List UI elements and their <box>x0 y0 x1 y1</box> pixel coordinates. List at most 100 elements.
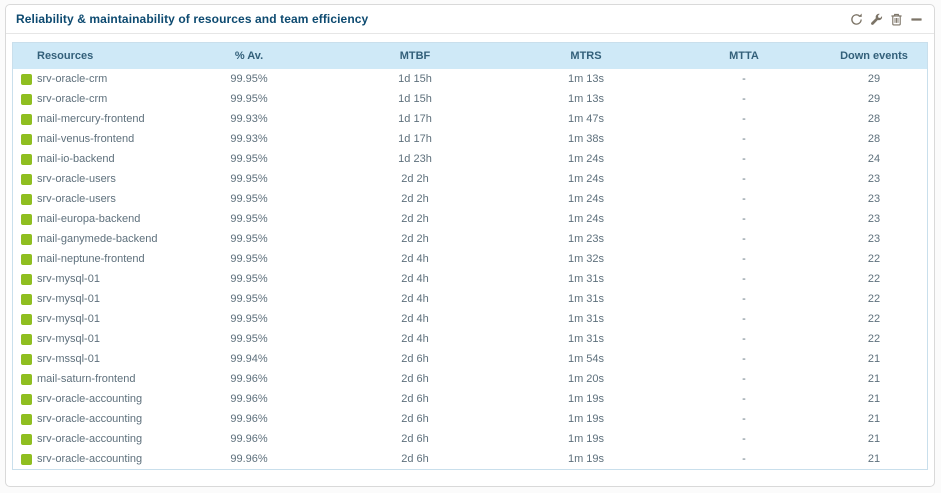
down-events-cell: 21 <box>867 453 881 465</box>
down-events-cell: 22 <box>867 313 881 325</box>
mtrs-cell: 1m 20s <box>567 373 605 385</box>
table-row[interactable]: srv-oracle-users 99.95% 2d 2h 1m 24s - 2… <box>13 169 927 189</box>
resource-name: srv-mysql-01 <box>37 333 100 345</box>
resource-cell: srv-oracle-accounting <box>13 413 173 425</box>
resource-cell: mail-europa-backend <box>13 213 173 225</box>
status-up-icon <box>21 353 32 365</box>
resource-cell: srv-mysql-01 <box>13 293 173 305</box>
table-row[interactable]: mail-neptune-frontend 99.95% 2d 4h 1m 32… <box>13 249 927 269</box>
mtrs-cell: 1m 24s <box>567 193 605 205</box>
availability-cell: 99.95% <box>230 193 268 205</box>
mtrs-cell: 1m 31s <box>567 293 605 305</box>
status-up-icon <box>21 133 32 145</box>
mtrs-cell: 1m 31s <box>567 273 605 285</box>
mtrs-cell: 1m 24s <box>567 213 605 225</box>
resource-name: mail-venus-frontend <box>37 133 135 145</box>
mtrs-cell: 1m 31s <box>567 313 605 325</box>
status-up-icon <box>21 433 32 445</box>
status-up-icon <box>21 153 32 165</box>
mtrs-cell: 1m 19s <box>567 453 605 465</box>
mtta-cell: - <box>742 413 746 425</box>
mtta-cell: - <box>742 133 746 145</box>
resource-cell: mail-mercury-frontend <box>13 113 173 125</box>
table-row[interactable]: srv-mysql-01 99.95% 2d 4h 1m 31s - 22 <box>13 309 927 329</box>
resource-cell: mail-saturn-frontend <box>13 373 173 385</box>
down-events-cell: 28 <box>867 133 881 145</box>
down-events-cell: 23 <box>867 173 881 185</box>
table-row[interactable]: srv-oracle-crm 99.95% 1d 15h 1m 13s - 29 <box>13 69 927 89</box>
mtta-cell: - <box>742 153 746 165</box>
mtrs-cell: 1m 13s <box>567 93 605 105</box>
trash-icon[interactable] <box>889 12 904 27</box>
table-row[interactable]: mail-mercury-frontend 99.93% 1d 17h 1m 4… <box>13 109 927 129</box>
resource-name: srv-oracle-accounting <box>37 393 143 405</box>
minus-icon[interactable] <box>909 12 924 27</box>
resource-name: srv-mysql-01 <box>37 273 100 285</box>
down-events-cell: 22 <box>867 273 881 285</box>
table-row[interactable]: srv-oracle-accounting 99.96% 2d 6h 1m 19… <box>13 449 927 469</box>
down-events-cell: 21 <box>867 413 881 425</box>
table-row[interactable]: mail-europa-backend 99.95% 2d 2h 1m 24s … <box>13 209 927 229</box>
mtbf-cell: 1d 17h <box>398 113 432 125</box>
mtrs-cell: 1m 19s <box>567 433 605 445</box>
status-up-icon <box>21 113 32 125</box>
resource-name: mail-europa-backend <box>37 213 141 225</box>
column-header-mtbf: MTBF <box>399 50 431 62</box>
mtta-cell: - <box>742 113 746 125</box>
refresh-icon[interactable] <box>849 12 864 27</box>
mtta-cell: - <box>742 273 746 285</box>
availability-cell: 99.95% <box>230 93 268 105</box>
down-events-cell: 29 <box>867 73 881 85</box>
availability-cell: 99.95% <box>230 293 268 305</box>
resource-name: srv-mysql-01 <box>37 293 100 305</box>
resource-cell: mail-neptune-frontend <box>13 253 173 265</box>
table-row[interactable]: srv-oracle-accounting 99.96% 2d 6h 1m 19… <box>13 429 927 449</box>
wrench-icon[interactable] <box>869 12 884 27</box>
mtbf-cell: 2d 4h <box>401 313 429 325</box>
status-up-icon <box>21 73 32 85</box>
mtbf-cell: 2d 2h <box>401 193 429 205</box>
table-row[interactable]: srv-mssql-01 99.94% 2d 6h 1m 54s - 21 <box>13 349 927 369</box>
resource-cell: srv-oracle-accounting <box>13 393 173 405</box>
resource-cell: srv-oracle-users <box>13 173 173 185</box>
table-body: srv-oracle-crm 99.95% 1d 15h 1m 13s - 29… <box>13 69 927 469</box>
mtta-cell: - <box>742 333 746 345</box>
table-row[interactable]: srv-oracle-accounting 99.96% 2d 6h 1m 19… <box>13 389 927 409</box>
table-row[interactable]: srv-mysql-01 99.95% 2d 4h 1m 31s - 22 <box>13 289 927 309</box>
table-row[interactable]: srv-mysql-01 99.95% 2d 4h 1m 31s - 22 <box>13 269 927 289</box>
mtbf-cell: 2d 4h <box>401 253 429 265</box>
table-row[interactable]: srv-mysql-01 99.95% 2d 4h 1m 31s - 22 <box>13 329 927 349</box>
resource-cell: srv-mysql-01 <box>13 333 173 345</box>
table-row[interactable]: mail-ganymede-backend 99.95% 2d 2h 1m 23… <box>13 229 927 249</box>
availability-cell: 99.95% <box>230 173 268 185</box>
availability-cell: 99.96% <box>230 413 268 425</box>
column-header-down-events: Down events <box>840 50 908 62</box>
down-events-cell: 23 <box>867 233 881 245</box>
availability-cell: 99.95% <box>230 313 268 325</box>
resource-cell: srv-oracle-accounting <box>13 453 173 465</box>
availability-cell: 99.96% <box>230 373 268 385</box>
resource-name: mail-io-backend <box>37 153 115 165</box>
status-up-icon <box>21 173 32 185</box>
table-row[interactable]: srv-oracle-accounting 99.96% 2d 6h 1m 19… <box>13 409 927 429</box>
mtbf-cell: 2d 6h <box>401 413 429 425</box>
table-row[interactable]: srv-oracle-crm 99.95% 1d 15h 1m 13s - 29 <box>13 89 927 109</box>
availability-cell: 99.95% <box>230 253 268 265</box>
mtbf-cell: 2d 2h <box>401 233 429 245</box>
availability-cell: 99.96% <box>230 453 268 465</box>
column-header-mtta: MTTA <box>729 50 759 62</box>
mtbf-cell: 2d 6h <box>401 373 429 385</box>
resource-cell: srv-mysql-01 <box>13 273 173 285</box>
table-row[interactable]: mail-saturn-frontend 99.96% 2d 6h 1m 20s… <box>13 369 927 389</box>
table-row[interactable]: mail-io-backend 99.95% 1d 23h 1m 24s - 2… <box>13 149 927 169</box>
mtbf-cell: 2d 2h <box>401 173 429 185</box>
mtbf-cell: 1d 15h <box>398 93 432 105</box>
table-row[interactable]: srv-oracle-users 99.95% 2d 2h 1m 24s - 2… <box>13 189 927 209</box>
resource-name: srv-oracle-accounting <box>37 453 143 465</box>
mtta-cell: - <box>742 293 746 305</box>
status-up-icon <box>21 253 32 265</box>
status-up-icon <box>21 313 32 325</box>
table-row[interactable]: mail-venus-frontend 99.93% 1d 17h 1m 38s… <box>13 129 927 149</box>
availability-cell: 99.95% <box>230 73 268 85</box>
resource-cell: mail-io-backend <box>13 153 173 165</box>
